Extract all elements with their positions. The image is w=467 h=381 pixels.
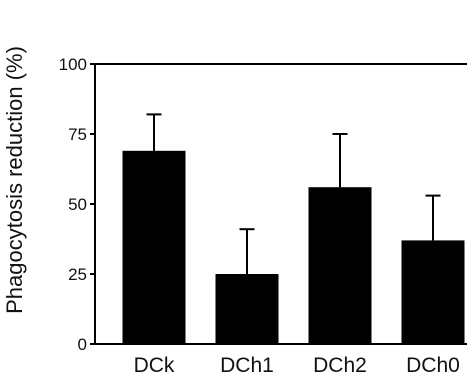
y-tick-label: 75: [68, 125, 87, 144]
bar: [308, 187, 372, 344]
x-tick-label: DCh2: [313, 354, 367, 377]
x-tick-label: DCk: [134, 354, 175, 377]
y-tick-label: 50: [68, 195, 87, 214]
y-axis-title: Phagocytosis reduction (%): [2, 46, 27, 314]
y-tick-label: 100: [59, 55, 87, 74]
bar: [122, 150, 186, 344]
plot-area: 0 25 50 75 100 DCk DCh1 DCh2 DCh0: [59, 55, 467, 377]
bar: [401, 240, 465, 344]
x-tick-label: DCh0: [406, 354, 460, 377]
y-tick-label: 25: [68, 265, 87, 284]
x-tick-label: DCh1: [220, 354, 274, 377]
y-tick-label: 0: [78, 335, 87, 354]
bar: [215, 274, 279, 344]
